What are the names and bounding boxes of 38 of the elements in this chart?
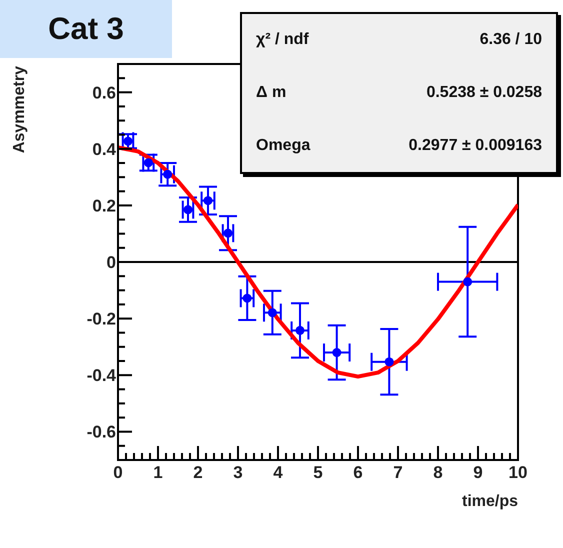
x-tick-label: 10 bbox=[508, 463, 528, 482]
text: χ² / ndf bbox=[256, 31, 309, 48]
annotation: 0.5238 ± 0.0258 bbox=[426, 84, 542, 102]
y-axis-title: Asymmetry bbox=[11, 66, 28, 154]
y-tick-label: 0.6 bbox=[92, 83, 116, 102]
point bbox=[242, 294, 252, 303]
point bbox=[144, 158, 153, 168]
y-tick-label: -0.6 bbox=[86, 422, 116, 442]
annotation: Δ m bbox=[256, 84, 286, 102]
point bbox=[203, 196, 213, 206]
x-tick-label: 2 bbox=[193, 463, 203, 482]
annotation: 0.2977 ± 0.009163 bbox=[408, 136, 542, 155]
annotation: Omega bbox=[256, 136, 310, 155]
point bbox=[183, 205, 193, 214]
y-tick-label: 0.4 bbox=[92, 140, 117, 159]
text: 6.36 / 10 bbox=[480, 31, 542, 48]
x-axis-title: time/ps bbox=[462, 493, 518, 510]
point bbox=[123, 136, 133, 146]
y-tick-label: -0.4 bbox=[86, 366, 117, 386]
y-tick-label: 0 bbox=[106, 253, 116, 272]
chart-title: Cat 3 bbox=[0, 0, 172, 58]
y-tick-label: 0.2 bbox=[92, 196, 116, 216]
x-tick-label: 7 bbox=[393, 463, 403, 482]
point bbox=[332, 348, 342, 358]
x-tick-label: 3 bbox=[233, 463, 243, 482]
x-tick-label: 8 bbox=[433, 463, 443, 482]
x-tick-label: 6 bbox=[353, 463, 363, 482]
point bbox=[295, 326, 305, 335]
x-tick-label: 4 bbox=[273, 463, 284, 482]
point bbox=[268, 308, 277, 318]
point bbox=[463, 277, 472, 286]
point bbox=[163, 170, 172, 179]
x-tick-label: 1 bbox=[153, 463, 163, 482]
x-tick-label: 9 bbox=[473, 463, 483, 482]
x-tick-label: 5 bbox=[313, 463, 323, 482]
y-tick-label: -0.2 bbox=[86, 310, 116, 329]
point bbox=[223, 228, 233, 238]
point bbox=[384, 357, 394, 366]
